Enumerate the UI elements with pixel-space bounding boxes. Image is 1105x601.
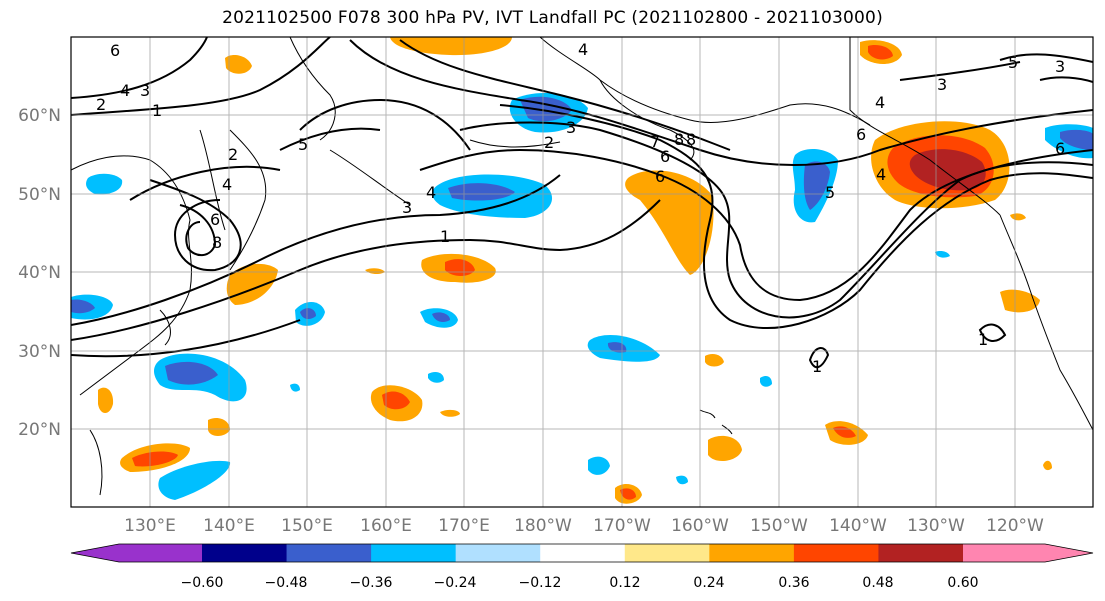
contour-label: 6: [655, 167, 665, 186]
lon-label: 130°E: [124, 516, 176, 536]
contour-label: 2: [228, 145, 238, 164]
contour-label: 3: [937, 75, 947, 94]
lat-label: 50°N: [18, 185, 61, 205]
lat-label: 30°N: [18, 342, 61, 362]
lon-label: 130°W: [907, 516, 965, 536]
colorbar-segment: [71, 544, 202, 562]
contour-label: 3: [140, 81, 150, 100]
colorbar-tick-label: −0.12: [519, 575, 562, 591]
contour-label: 2: [544, 133, 554, 152]
colorbar-segment: [963, 544, 1093, 562]
lon-label: 180°W: [514, 516, 572, 536]
latitude-labels: 60°N 50°N 40°N 30°N 20°N: [18, 106, 61, 440]
colorbar-segment: [455, 544, 541, 562]
colorbar-segments: [70, 543, 1094, 563]
contour-label: 2: [96, 95, 106, 114]
graticule: [71, 37, 1093, 507]
colorbar-segment: [286, 544, 372, 562]
contour-label: 8: [674, 130, 684, 149]
contour-label: 4: [222, 175, 232, 194]
contour-label: 3: [402, 198, 412, 217]
colorbar-tick-label: 0.24: [693, 575, 724, 591]
lat-label: 40°N: [18, 263, 61, 283]
colorbar-tick-labels: −0.60 −0.48 −0.36 −0.24 −0.12 0.12 0.24 …: [181, 575, 979, 591]
contour-labels: 6 4 2 1 3 5 2 4 6 8 3 4 1 3 2 4 6 8 6 7 …: [96, 40, 1065, 376]
contour-label: 8: [686, 130, 696, 149]
contour-label: 8: [212, 233, 222, 252]
lon-label: 140°E: [203, 516, 255, 536]
colorbar-tick-label: 0.60: [947, 575, 978, 591]
lon-label: 120°W: [986, 516, 1044, 536]
lat-label: 60°N: [18, 106, 61, 126]
colorbar-tick-label: −0.24: [434, 575, 477, 591]
colorbar: −0.60 −0.48 −0.36 −0.24 −0.12 0.12 0.24 …: [70, 543, 1094, 591]
contour-label: 1: [440, 227, 450, 246]
lon-label: 150°W: [750, 516, 808, 536]
contour-label: 4: [578, 40, 588, 59]
colorbar-segment: [624, 544, 710, 562]
contour-label: 6: [660, 147, 670, 166]
colorbar-tick-label: −0.48: [265, 575, 308, 591]
contour-label: 1: [978, 330, 988, 349]
colorbar-segment: [371, 544, 457, 562]
contour-label: 5: [1008, 53, 1018, 72]
lon-label: 140°W: [829, 516, 887, 536]
contour-label: 7: [650, 132, 660, 151]
contour-label: 5: [825, 183, 835, 202]
colorbar-tick-label: 0.36: [778, 575, 809, 591]
contour-label: 3: [1055, 57, 1065, 76]
lon-label: 160°W: [671, 516, 729, 536]
colorbar-tick-label: 0.48: [862, 575, 893, 591]
contour-label: 3: [566, 118, 576, 137]
longitude-labels: 130°E 140°E 150°E 160°E 170°E 180°W 170°…: [124, 516, 1044, 536]
lon-label: 170°E: [438, 516, 490, 536]
map-frame: [70, 36, 1094, 508]
colorbar-outline: [70, 543, 1094, 563]
contour-label: 4: [120, 81, 130, 100]
colorbar-segment: [793, 544, 879, 562]
colorbar-segment: [540, 544, 626, 562]
colorbar-segment: [709, 544, 795, 562]
map-title: 2021102500 F078 300 hPa PV, IVT Landfall…: [222, 8, 883, 28]
colorbar-segment: [878, 544, 964, 562]
contour-label: 4: [875, 93, 885, 112]
contour-label: 1: [812, 357, 822, 376]
colorbar-tick-label: −0.60: [181, 575, 224, 591]
contour-label: 5: [298, 135, 308, 154]
contour-label: 4: [426, 183, 436, 202]
coastlines: [71, 37, 1093, 496]
lon-label: 150°E: [281, 516, 333, 536]
colorbar-tick-label: 0.12: [609, 575, 640, 591]
colorbar-tick-label: −0.36: [350, 575, 393, 591]
contour-label: 6: [856, 125, 866, 144]
contour-label: 4: [876, 165, 886, 184]
pv-contours: [71, 37, 1093, 369]
contour-label: 6: [1055, 139, 1065, 158]
colorbar-segment: [202, 544, 288, 562]
contour-label: 6: [110, 41, 120, 60]
lat-label: 20°N: [18, 420, 61, 440]
lon-label: 160°E: [360, 516, 412, 536]
lon-label: 170°W: [593, 516, 651, 536]
contour-label: 6: [210, 210, 220, 229]
contour-label: 1: [152, 101, 162, 120]
